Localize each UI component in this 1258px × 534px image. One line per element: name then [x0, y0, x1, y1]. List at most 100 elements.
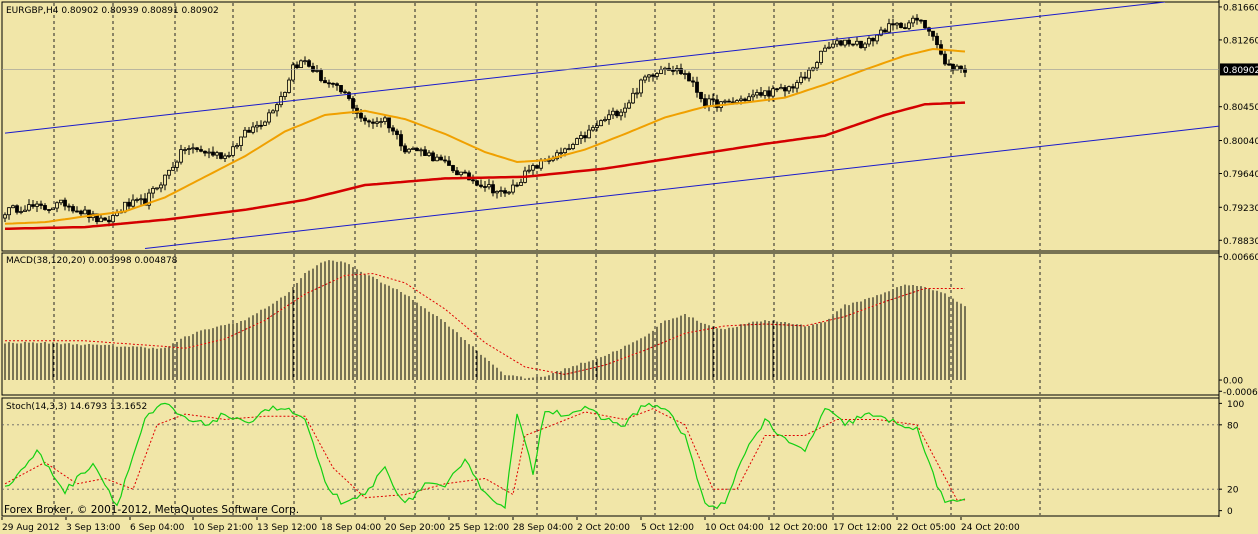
time-tick-label: 10 Oct 04:00 — [705, 523, 764, 533]
candle-bull — [147, 192, 151, 206]
candle-bull — [875, 34, 879, 42]
macd-tick-label: 0.00660 — [1223, 253, 1258, 263]
candle-bear — [695, 81, 699, 93]
candle-bull — [907, 22, 911, 29]
candle-bear — [927, 27, 931, 32]
candle-bull — [795, 82, 799, 89]
candle-bull — [843, 39, 847, 46]
time-tick-label: 6 Sep 04:00 — [130, 523, 185, 533]
candle-bull — [379, 121, 383, 123]
candle-bull — [187, 148, 191, 150]
candle-bull — [507, 191, 511, 194]
candle-bear — [327, 82, 331, 85]
candle-bull — [631, 92, 635, 104]
candle-bull — [571, 144, 575, 149]
candle-bull — [879, 29, 883, 36]
stoch-signal-line — [4, 408, 965, 501]
moving-average-slow — [5, 101, 966, 230]
candle-bear — [903, 27, 907, 29]
candle-bear — [467, 172, 471, 181]
candle-bull — [607, 114, 611, 120]
candle-bear — [491, 184, 495, 194]
candle-bear — [483, 186, 487, 188]
candle-bear — [295, 64, 299, 69]
candle-bear — [451, 165, 455, 172]
candle-bull — [83, 209, 87, 215]
candle-bull — [587, 129, 591, 139]
candle-bull — [59, 199, 63, 204]
candle-bull — [755, 92, 759, 96]
candle-bear — [803, 76, 807, 79]
candle-bull — [771, 88, 775, 97]
time-tick-label: 22 Oct 05:00 — [897, 523, 956, 533]
time-tick-label: 25 Sep 12:00 — [449, 523, 509, 533]
candle-bear — [15, 205, 19, 213]
candle-bear — [919, 19, 923, 22]
candle-bear — [899, 22, 903, 28]
candle-bear — [423, 149, 427, 156]
time-tick-label: 20 Sep 20:00 — [385, 523, 445, 533]
candle-bear — [651, 74, 655, 77]
candle-bear — [775, 88, 779, 91]
candle-bear — [395, 130, 399, 135]
candle-bear — [339, 85, 343, 93]
candle-bull — [207, 151, 211, 154]
candle-bear — [951, 63, 955, 71]
time-tick-label: 3 Sep 13:00 — [66, 523, 121, 533]
macd-signal-line — [5, 273, 965, 375]
candle-bull — [459, 171, 463, 176]
time-tick-label: 13 Sep 12:00 — [257, 523, 317, 533]
candle-bear — [195, 147, 199, 150]
macd-tick-label: 0.00 — [1223, 377, 1243, 387]
candle-bear — [127, 201, 131, 207]
candle-bull — [55, 202, 59, 209]
candle-bull — [315, 70, 319, 72]
candle-bear — [47, 209, 51, 211]
candle-bull — [527, 169, 531, 172]
candle-bull — [411, 148, 415, 150]
candle-bear — [79, 210, 83, 215]
candle-bear — [415, 148, 419, 152]
candle-bull — [659, 69, 663, 74]
candle-bear — [583, 135, 587, 139]
price-tick-label: 0.80450 — [1223, 103, 1258, 113]
panel-backgrounds — [1, 0, 1220, 517]
candle-bear — [219, 152, 223, 159]
candle-bull — [815, 62, 819, 69]
candle-bear — [247, 129, 251, 133]
candle-bear — [691, 80, 695, 83]
candle-bear — [43, 205, 47, 210]
candle-bull — [99, 217, 103, 223]
candle-bear — [711, 98, 715, 101]
candle-bull — [831, 43, 835, 48]
candle-bull — [867, 37, 871, 45]
candle-bull — [3, 214, 7, 219]
price-axis: 29 Aug 2012 3 Sep 13:00 6 Sep 04:00 10 Sep … — [1, 3, 1258, 533]
candle-bull — [779, 87, 783, 90]
candle-bull — [7, 207, 11, 216]
candle-bull — [563, 148, 567, 154]
candle-bear — [323, 80, 327, 84]
candle-bull — [619, 111, 623, 117]
candle-bear — [335, 83, 339, 86]
candle-bull — [27, 204, 31, 211]
candle-bear — [399, 134, 403, 147]
candle-bear — [211, 151, 215, 156]
candle-bull — [735, 100, 739, 103]
candle-bear — [307, 60, 311, 67]
candle-bear — [455, 170, 459, 176]
candle-bull — [955, 65, 959, 71]
candle-bull — [291, 64, 295, 81]
candle-bull — [183, 149, 187, 151]
stoch-tick-label: 20 — [1227, 486, 1239, 496]
candle-bear — [743, 98, 747, 101]
time-tick-label: 5 Oct 12:00 — [641, 523, 694, 533]
candle-bull — [639, 79, 643, 94]
stoch-frame — [1, 397, 1220, 517]
candle-bear — [479, 184, 483, 187]
candle-bull — [179, 149, 183, 163]
candle-bear — [359, 112, 363, 119]
candle-bull — [499, 190, 503, 192]
candle-bull — [511, 184, 515, 193]
stoch-main-line — [4, 402, 966, 510]
